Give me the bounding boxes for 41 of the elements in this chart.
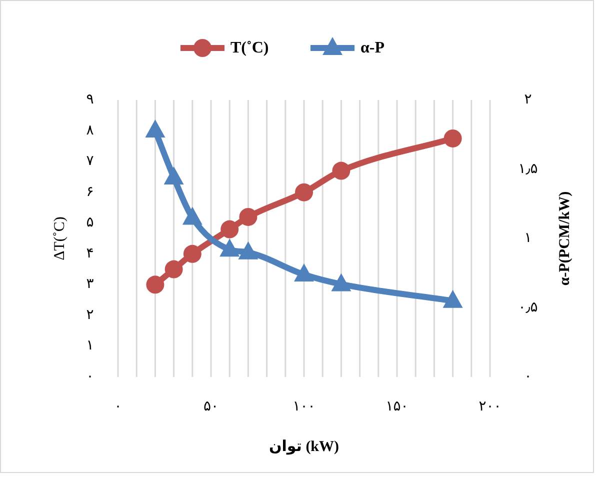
point bbox=[331, 273, 352, 292]
y2-axis-title: α-P(PCM/kW) bbox=[557, 191, 573, 286]
y2-tick-label: ۰ bbox=[524, 370, 532, 384]
y2-tick-label: ۰٫۵ bbox=[518, 300, 538, 316]
y-tick-label: ۵ bbox=[86, 216, 94, 231]
point bbox=[182, 206, 202, 225]
x-tick-label: ۵۰ bbox=[203, 400, 219, 414]
y-tick-label: ۹ bbox=[86, 92, 94, 108]
y-tick-label: ۷ bbox=[86, 154, 94, 170]
legend-label: T(˚C) bbox=[230, 40, 269, 56]
y-tick-label: ۰ bbox=[86, 370, 94, 384]
x-axis-title: توان (kW) bbox=[268, 439, 340, 455]
legend-label: α-P bbox=[360, 40, 385, 56]
point bbox=[220, 238, 240, 257]
x-tick-label: ۰ bbox=[114, 400, 122, 414]
point bbox=[239, 208, 258, 226]
point bbox=[164, 260, 183, 278]
point bbox=[238, 241, 258, 260]
y-tick-label: ۲ bbox=[86, 308, 94, 323]
y2-tick-label: ۱ bbox=[524, 231, 532, 246]
point bbox=[444, 129, 462, 148]
x-tick-label: ۱۵۰ bbox=[386, 400, 408, 414]
point bbox=[294, 264, 314, 282]
y-axis-title: ΔT(˚C) bbox=[52, 216, 68, 260]
point bbox=[295, 183, 313, 202]
point bbox=[145, 119, 166, 138]
x-tick-label: ۲۰۰ bbox=[478, 400, 502, 414]
y-tick-label: ۳ bbox=[86, 277, 94, 292]
point bbox=[332, 162, 350, 180]
y2-tick-label: ۱٫۵ bbox=[518, 162, 538, 177]
x-tick-label: ۱۰۰ bbox=[292, 400, 316, 414]
y-tick-label: ۱ bbox=[86, 338, 94, 354]
y-tick-label: ۶ bbox=[86, 184, 94, 200]
point bbox=[220, 220, 239, 238]
y-tick-label: ۸ bbox=[86, 123, 94, 138]
y2-tick-label: ۲ bbox=[524, 92, 532, 108]
y-tick-label: ۴ bbox=[86, 246, 94, 262]
point bbox=[183, 244, 202, 263]
point bbox=[164, 166, 184, 185]
point bbox=[442, 290, 463, 308]
point bbox=[146, 276, 164, 294]
